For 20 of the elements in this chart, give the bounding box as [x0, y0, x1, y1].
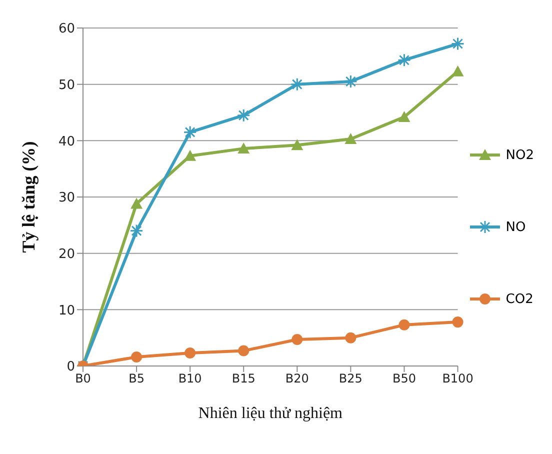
legend-label: NO — [506, 220, 526, 234]
legend-label: NO2 — [506, 148, 534, 162]
y-tick-label: 10 — [58, 303, 75, 318]
x-tick-label: B10 — [178, 372, 202, 386]
y-tick-label: 40 — [58, 134, 75, 150]
x-tick-label: B5 — [128, 372, 144, 386]
x-tick-label: B50 — [392, 372, 416, 386]
y-tick-label: 20 — [58, 246, 75, 262]
x-tick-label: B20 — [285, 372, 309, 386]
y-tick-label: 50 — [58, 78, 75, 93]
x-tick-label: B100 — [442, 372, 474, 386]
x-tick-label: B15 — [232, 372, 256, 386]
y-tick-label: 0 — [66, 360, 75, 375]
y-tick-label: 30 — [58, 190, 75, 206]
y-axis-title: Tỷ lệ tăng (%) — [18, 141, 38, 253]
x-tick-label: B25 — [338, 372, 362, 386]
legend-label: CO2 — [506, 292, 534, 306]
y-tick-label: 60 — [58, 22, 75, 37]
x-tick-label: B0 — [75, 372, 91, 386]
x-axis-title: Nhiên liệu thử nghiệm — [198, 405, 344, 422]
